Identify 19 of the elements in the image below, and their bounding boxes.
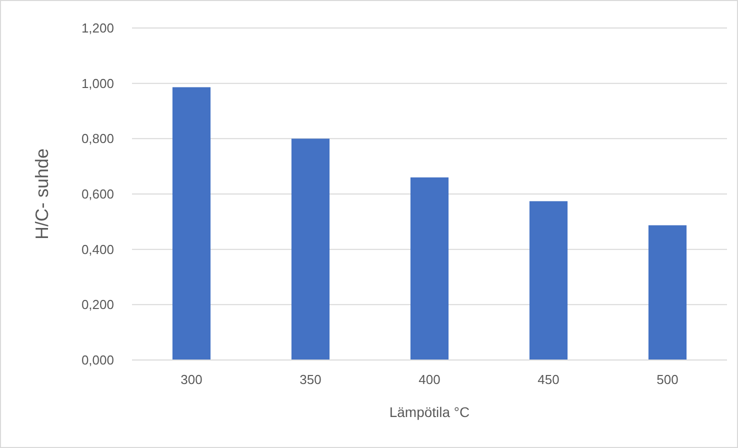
y-tick-label: 1,000 <box>81 76 114 91</box>
x-tick-label: 450 <box>538 372 560 387</box>
x-tick-label: 400 <box>418 372 440 387</box>
y-tick-label: 1,200 <box>81 20 114 36</box>
bar <box>172 87 211 360</box>
y-tick-label: 0,200 <box>81 297 114 312</box>
x-tick-label: 350 <box>300 372 322 387</box>
y-tick-label: 0,400 <box>81 242 114 257</box>
bar <box>648 225 687 360</box>
y-tick-label: 0,600 <box>81 186 114 202</box>
x-tick-label: 500 <box>656 372 678 387</box>
y-axis-title: H/C- suhde <box>32 148 52 240</box>
y-tick-label: 0,000 <box>81 352 114 368</box>
bar <box>291 138 330 360</box>
bar <box>529 201 568 360</box>
x-axis-title: Lämpötila °C <box>389 404 470 420</box>
bar <box>410 177 449 360</box>
x-tick-label: 300 <box>180 372 202 387</box>
y-tick-label: 0,800 <box>81 131 114 146</box>
